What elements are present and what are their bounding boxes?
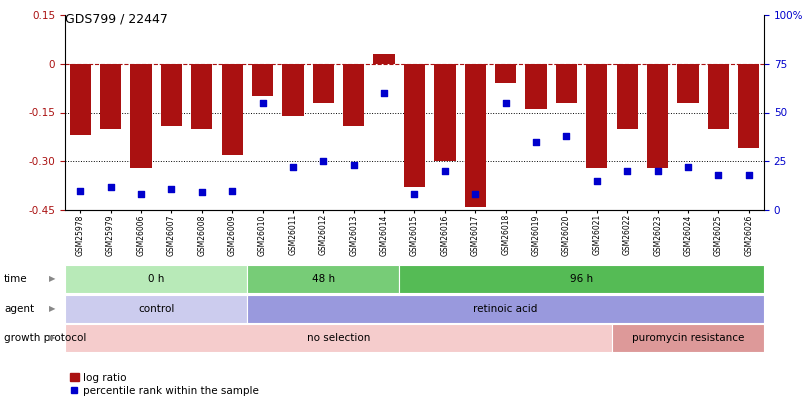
Bar bbox=[65, 295, 247, 323]
Text: 96 h: 96 h bbox=[569, 274, 593, 284]
Text: puromycin resistance: puromycin resistance bbox=[631, 333, 744, 343]
Bar bbox=[464, 64, 485, 207]
Bar bbox=[251, 64, 273, 96]
Bar bbox=[707, 64, 728, 129]
Bar bbox=[585, 64, 607, 168]
Bar bbox=[100, 64, 121, 129]
Point bbox=[165, 185, 177, 192]
Bar bbox=[65, 265, 247, 293]
Text: ▶: ▶ bbox=[49, 333, 55, 343]
Bar bbox=[130, 64, 152, 168]
Point bbox=[711, 172, 724, 178]
Text: growth protocol: growth protocol bbox=[4, 333, 86, 343]
Point bbox=[468, 191, 481, 198]
Point bbox=[560, 133, 573, 139]
Bar bbox=[616, 64, 637, 129]
Bar bbox=[191, 64, 212, 129]
Text: GDS799 / 22447: GDS799 / 22447 bbox=[65, 12, 168, 25]
Text: time: time bbox=[4, 274, 27, 284]
Bar bbox=[373, 54, 394, 64]
Text: control: control bbox=[138, 304, 174, 314]
Bar bbox=[495, 64, 516, 83]
Bar bbox=[525, 64, 546, 109]
Point bbox=[408, 191, 421, 198]
Text: 48 h: 48 h bbox=[312, 274, 335, 284]
Bar bbox=[247, 265, 399, 293]
Text: agent: agent bbox=[4, 304, 34, 314]
Point bbox=[226, 187, 238, 194]
Bar bbox=[247, 295, 763, 323]
Bar bbox=[399, 265, 763, 293]
Point bbox=[438, 168, 450, 174]
Text: ▶: ▶ bbox=[49, 275, 55, 284]
Point bbox=[104, 183, 117, 190]
Bar bbox=[70, 64, 91, 135]
Bar bbox=[434, 64, 455, 161]
Bar bbox=[343, 64, 364, 126]
Text: ▶: ▶ bbox=[49, 305, 55, 313]
Bar bbox=[312, 64, 333, 103]
Legend: log ratio, percentile rank within the sample: log ratio, percentile rank within the sa… bbox=[70, 373, 259, 396]
Point bbox=[316, 158, 329, 164]
Bar bbox=[646, 64, 667, 168]
Point bbox=[195, 189, 208, 196]
Point bbox=[134, 191, 147, 198]
Text: no selection: no selection bbox=[307, 333, 369, 343]
Text: 0 h: 0 h bbox=[148, 274, 164, 284]
Bar bbox=[677, 64, 698, 103]
Point bbox=[620, 168, 633, 174]
Point bbox=[681, 164, 694, 171]
Point bbox=[256, 100, 269, 106]
Bar bbox=[282, 64, 304, 116]
Point bbox=[650, 168, 663, 174]
Point bbox=[741, 172, 754, 178]
Text: retinoic acid: retinoic acid bbox=[473, 304, 537, 314]
Point bbox=[377, 90, 390, 96]
Bar bbox=[555, 64, 577, 103]
Point bbox=[286, 164, 299, 171]
Point bbox=[347, 162, 360, 168]
Point bbox=[499, 100, 512, 106]
Point bbox=[589, 177, 602, 184]
Point bbox=[74, 187, 87, 194]
Bar bbox=[161, 64, 181, 126]
Bar bbox=[611, 324, 763, 352]
Point bbox=[529, 139, 542, 145]
Bar bbox=[737, 64, 759, 148]
Bar bbox=[222, 64, 243, 155]
Bar bbox=[65, 324, 611, 352]
Bar bbox=[403, 64, 425, 187]
